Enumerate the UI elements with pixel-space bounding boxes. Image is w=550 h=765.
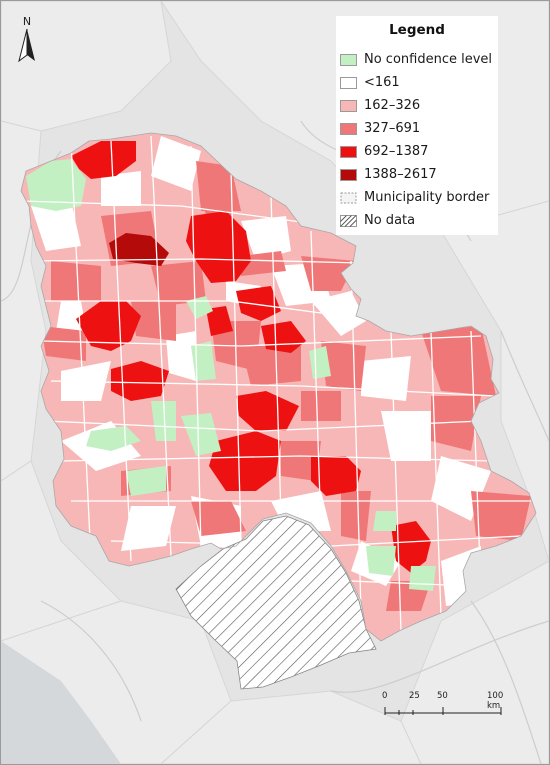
legend-swatch [340, 100, 357, 112]
legend-label: <161 [364, 75, 400, 90]
legend-swatch [340, 54, 357, 66]
legend-label: 327–691 [364, 121, 421, 136]
map-legend: Legend No confidence level <161 162–326 … [336, 16, 498, 235]
north-label: N [22, 15, 32, 28]
country-outline [20, 132, 537, 642]
legend-label: 1388–2617 [364, 167, 437, 182]
hatch-swatch-icon [340, 215, 357, 227]
legend-label: No confidence level [364, 52, 493, 67]
legend-title: Legend [389, 22, 445, 38]
north-arrow: N [15, 15, 39, 67]
scale-tick-label: 50 [437, 691, 448, 701]
north-arrow-icon [18, 28, 35, 63]
legend-swatch [340, 146, 357, 158]
adriatic-sea [1, 641, 121, 764]
scale-bar: 0 25 50 100 km [379, 691, 519, 721]
legend-label: 162–326 [364, 98, 421, 113]
legend-label: 692–1387 [364, 144, 429, 159]
scale-bar-graphic [384, 707, 502, 715]
legend-swatch [340, 169, 357, 181]
legend-swatch [340, 77, 357, 89]
legend-swatch [340, 123, 357, 135]
scale-tick-label: 100 km [487, 691, 504, 711]
legend-label: Municipality border [364, 190, 490, 205]
scale-tick-label: 25 [409, 691, 420, 701]
municipality-border-icon [340, 192, 357, 204]
legend-label: No data [364, 213, 416, 228]
scale-tick-label: 0 [382, 691, 388, 701]
